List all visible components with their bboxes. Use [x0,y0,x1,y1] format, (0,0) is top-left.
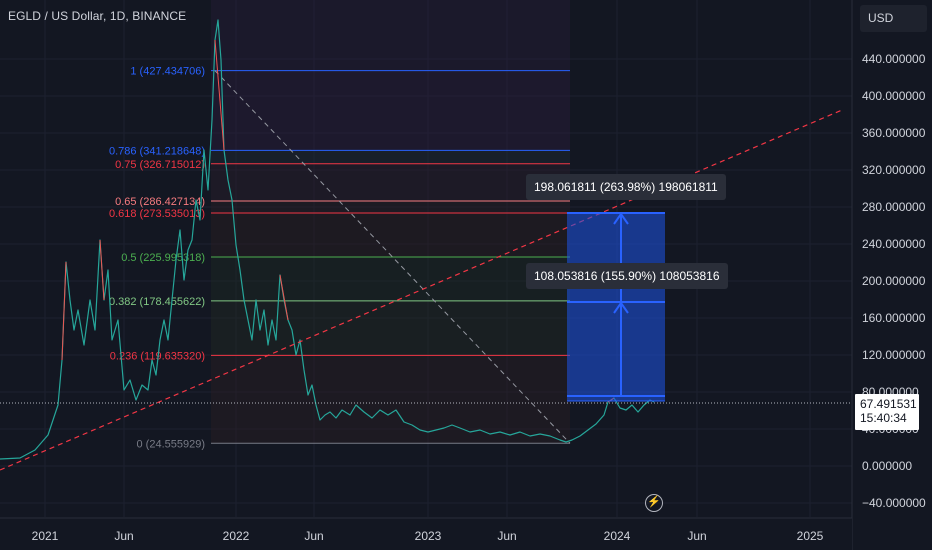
price-series [0,19,655,460]
price-tick-label: 400.000000 [862,89,926,103]
fib-label: 0.618 (273.535013) [109,208,205,220]
time-tick-label: 2021 [32,529,59,543]
fib-label: 0.5 (225.995318) [121,252,205,264]
fib-zone [211,163,570,202]
time-tick-label: Jun [114,529,133,543]
price-wick [99,239,105,301]
fib-zone [211,201,570,213]
fib-zone-top [211,0,570,71]
measure-arrow-head [613,212,629,225]
fib-label: 0.786 (341.218648) [109,145,205,157]
measure-box [567,213,665,401]
currency-button[interactable]: USD [860,5,927,32]
current-price-badge: 67.491531 15:40:34 [855,394,919,430]
current-price-value: 67.491531 [860,397,917,411]
fib-label: 0.65 (286.427134) [115,196,205,208]
fib-zone [211,212,570,257]
measure-arrow-head-mid [613,301,629,314]
time-tick-label: Jun [304,529,323,543]
price-tick-label: 240.000000 [862,237,926,251]
fib-zone [211,355,570,444]
price-tick-label: 120.000000 [862,348,926,362]
price-wick [61,261,67,361]
time-tick-label: 2024 [604,529,631,543]
price-tick-label: 200.000000 [862,274,926,288]
price-tick-label: 440.000000 [862,52,926,66]
symbol-title: EGLD / US Dollar, 1D, BINANCE [8,9,187,23]
price-tick-label: 280.000000 [862,200,926,214]
fib-zone [211,70,570,151]
lightning-icon[interactable]: ⚡ [645,494,663,512]
time-tick-label: 2025 [797,529,824,543]
measure-label-inner: 108.053816 (155.90%) 108053816 [526,263,728,289]
price-tick-label: −40.000000 [862,496,926,510]
price-wick [279,274,289,321]
fib-zone [211,256,570,301]
fib-label: 0 (24.555929) [137,438,206,450]
fib-zone [211,150,570,164]
price-axis-bg [852,0,932,550]
time-tick-label: Jun [687,529,706,543]
time-axis-bg [0,518,852,550]
fib-zone [211,300,570,356]
time-tick-label: 2023 [415,529,442,543]
fib-label: 0.382 (178.455622) [109,296,205,308]
measure-label-outer: 198.061811 (263.98%) 198061811 [526,174,726,200]
fib-label: 1 (427.434706) [130,66,205,78]
price-tick-label: 320.000000 [862,163,926,177]
fib-diagonal [214,70,571,444]
price-tick-label: 360.000000 [862,126,926,140]
time-tick-label: Jun [497,529,516,543]
price-wick [214,39,225,151]
price-tick-label: 0.000000 [862,459,912,473]
fib-label: 0.75 (326.715012) [115,159,205,171]
fib-label: 0.236 (119.635320) [110,350,205,362]
time-tick-label: 2022 [223,529,250,543]
price-tick-label: 160.000000 [862,311,926,325]
countdown-timer: 15:40:34 [860,411,907,425]
